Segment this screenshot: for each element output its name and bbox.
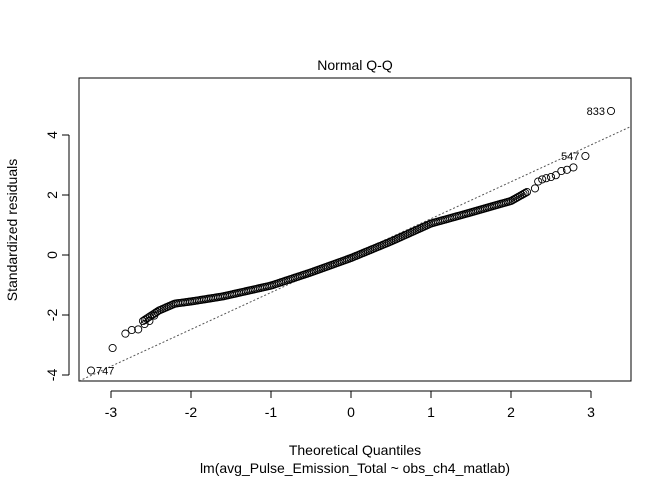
y-tick-label: -4 bbox=[44, 369, 60, 382]
y-tick-label: 2 bbox=[44, 191, 60, 199]
data-point bbox=[86, 366, 96, 375]
reference-line bbox=[79, 125, 631, 381]
point-label: 547 bbox=[561, 151, 579, 163]
point-labels: 833 547 747 bbox=[96, 106, 605, 378]
data-point bbox=[150, 311, 159, 320]
data-point bbox=[521, 188, 530, 198]
data-point bbox=[551, 171, 560, 180]
data-point bbox=[557, 166, 566, 176]
data-point bbox=[546, 172, 556, 182]
x-tick-label: 2 bbox=[507, 404, 515, 420]
chart-subtitle: lm(avg_Pulse_Emission_Total ~ obs_ch4_ma… bbox=[200, 460, 510, 476]
data-point bbox=[145, 316, 154, 326]
y-axis-label: Standardized residuals bbox=[4, 159, 20, 301]
x-tick-label: -3 bbox=[105, 404, 118, 420]
x-tick-label: -2 bbox=[185, 404, 198, 420]
data-point bbox=[538, 175, 547, 184]
data-point bbox=[134, 325, 143, 334]
data-point bbox=[581, 151, 590, 161]
data-point bbox=[542, 174, 551, 183]
y-tick-label: -2 bbox=[44, 309, 60, 322]
y-tick-label: 0 bbox=[44, 251, 60, 259]
x-axis-label: Theoretical Quantiles bbox=[289, 442, 421, 458]
x-tick-label: 0 bbox=[347, 404, 355, 420]
data-point bbox=[108, 343, 117, 353]
x-tick-label: 3 bbox=[587, 404, 595, 420]
y-tick-label: 4 bbox=[44, 131, 60, 139]
data-point bbox=[606, 106, 616, 116]
point-label: 747 bbox=[96, 366, 114, 378]
plot-frame bbox=[78, 77, 632, 382]
data-point bbox=[530, 184, 540, 193]
data-point bbox=[569, 163, 578, 172]
chart-title: Normal Q-Q bbox=[317, 57, 393, 73]
data-point bbox=[534, 177, 543, 186]
data-point bbox=[522, 187, 532, 197]
x-tick-label: 1 bbox=[427, 404, 435, 420]
x-axis: -3 -2 -1 0 1 2 3 bbox=[105, 390, 595, 420]
y-axis: -4 -2 0 2 4 bbox=[44, 131, 70, 382]
point-label: 833 bbox=[587, 106, 605, 118]
points-layer bbox=[86, 106, 616, 375]
x-tick-label: -1 bbox=[265, 404, 278, 420]
data-point bbox=[121, 329, 130, 338]
data-point bbox=[140, 319, 149, 329]
data-point bbox=[127, 325, 136, 335]
